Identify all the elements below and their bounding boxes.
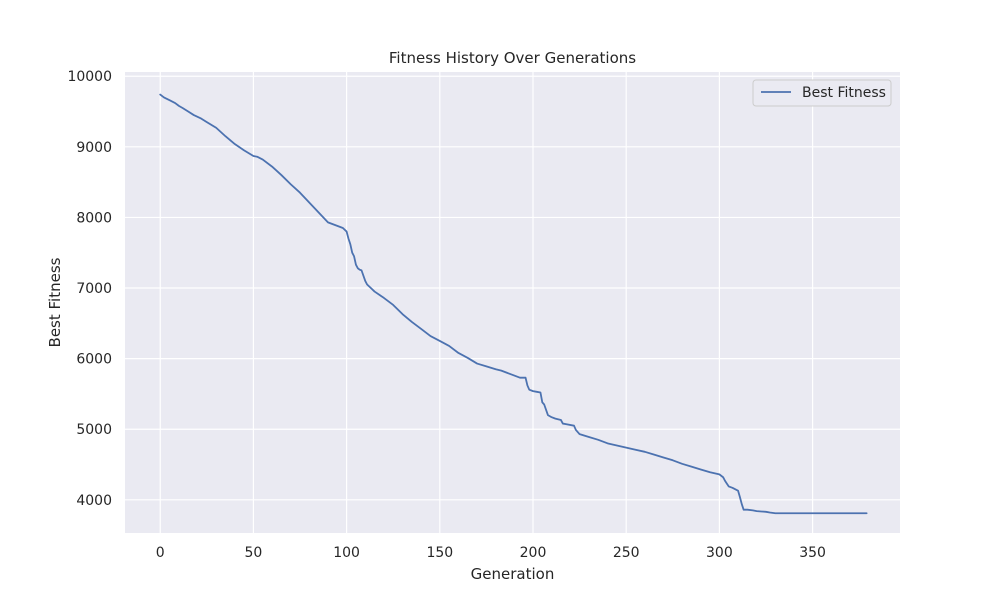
plot-background <box>125 72 900 533</box>
x-tick-label-0: 0 <box>156 545 165 561</box>
x-tick-label-50: 50 <box>245 545 263 561</box>
y-tick-label-7000: 7000 <box>76 281 112 297</box>
legend-label-best-fitness: Best Fitness <box>802 85 886 101</box>
y-tick-label-10000: 10000 <box>67 69 112 85</box>
legend-box <box>752 79 892 107</box>
chart-title: Fitness History Over Generations <box>389 49 636 67</box>
x-axis-label: Generation <box>471 565 555 583</box>
y-tick-label-9000: 9000 <box>76 140 112 156</box>
x-tick-label-350: 350 <box>799 545 826 561</box>
series-line-best-fitness <box>159 93 868 515</box>
y-tick-label-4000: 4000 <box>76 493 112 509</box>
series-layer <box>159 93 868 515</box>
x-tick-label-200: 200 <box>520 545 547 561</box>
y-tick-label-5000: 5000 <box>76 422 112 438</box>
x-tick-label-100: 100 <box>333 545 360 561</box>
y-axis-label: Best Fitness <box>46 257 64 347</box>
legend: Best Fitness <box>752 79 892 107</box>
x-tick-label-150: 150 <box>426 545 453 561</box>
x-tick-label-300: 300 <box>706 545 733 561</box>
y-tick-label-8000: 8000 <box>76 210 112 226</box>
grid-layer <box>125 72 900 533</box>
x-tick-label-250: 250 <box>613 545 640 561</box>
y-tick-label-6000: 6000 <box>76 352 112 368</box>
tick-layer: 0 50 100 150 200 250 300 350 4000 5000 6000 7000 800… <box>67 69 825 561</box>
